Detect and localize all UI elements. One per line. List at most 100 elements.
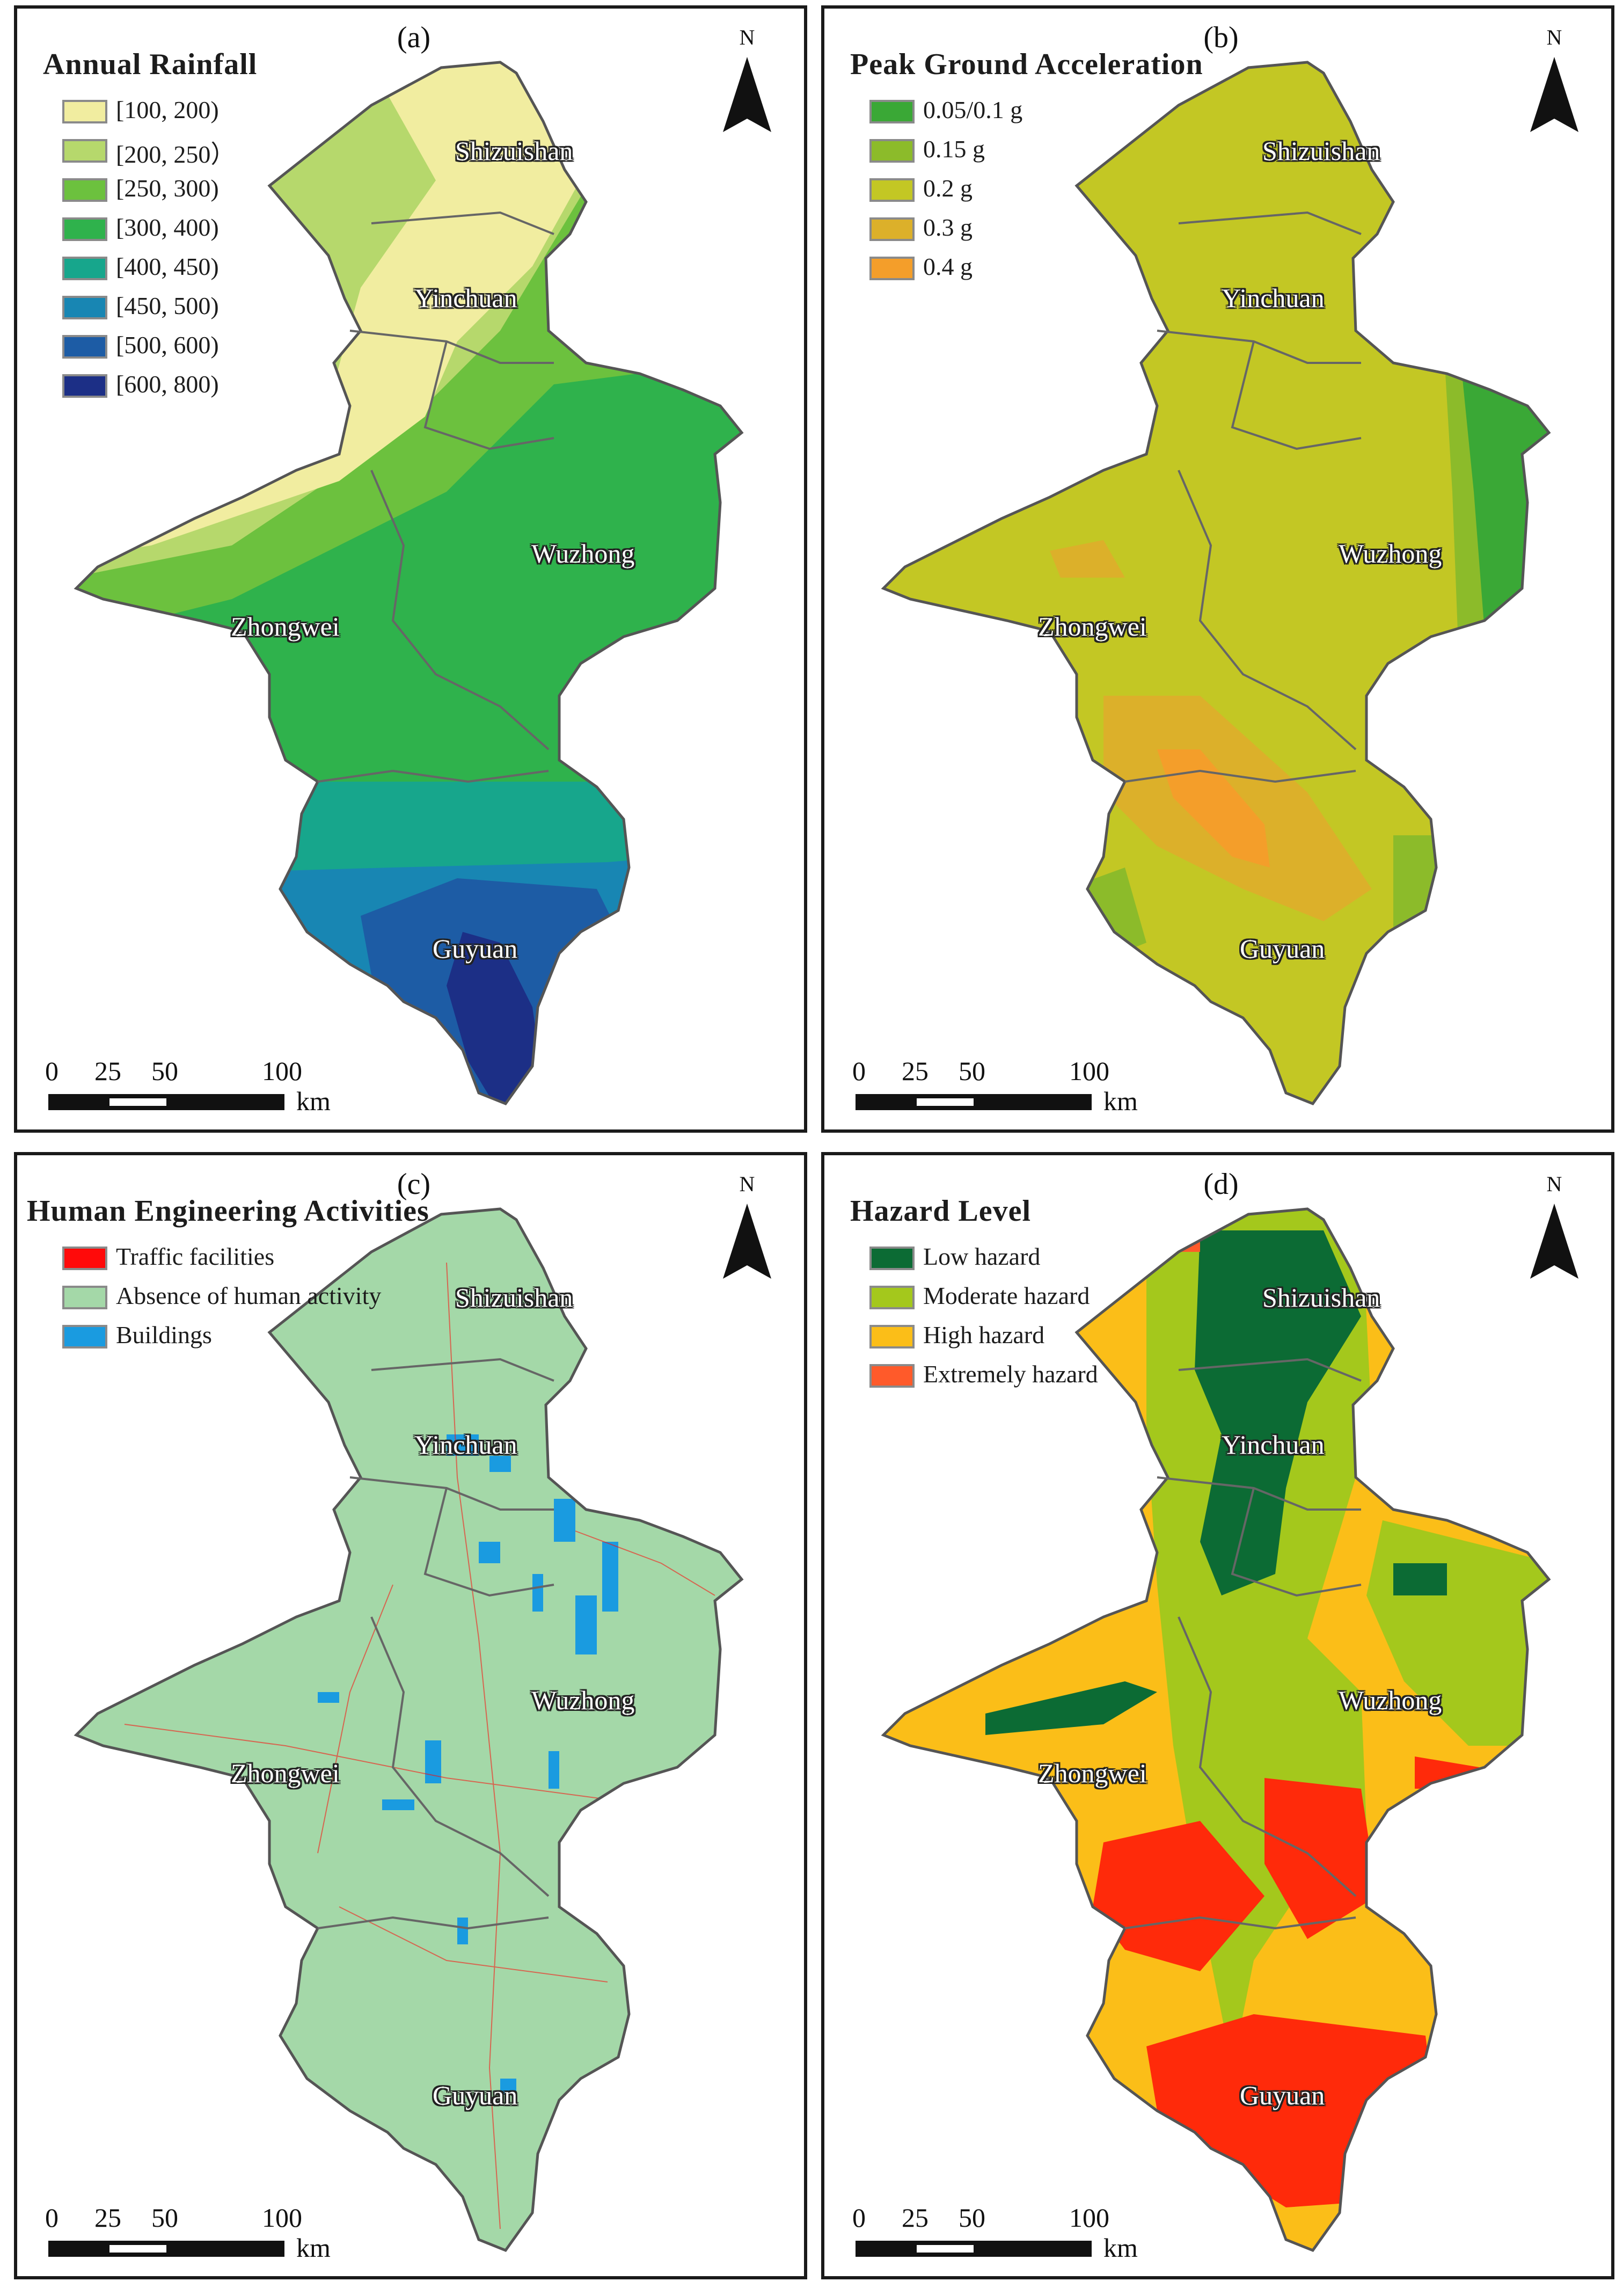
panel-label: (b) — [1203, 21, 1239, 54]
legend-label: Moderate hazard — [923, 1282, 1090, 1309]
rainfall-zone-100-200 — [76, 62, 608, 567]
pga-zone-0.4g — [1157, 749, 1270, 868]
map-panel-b: (b) Peak Ground Acceleration 0.05/0.1 g … — [821, 5, 1614, 1133]
legend-label: [500, 600) — [116, 331, 219, 359]
legend-label: 0.2 g — [923, 174, 973, 202]
hazard-extreme-central — [1264, 1778, 1377, 1939]
city-label-wuzhong: Wuzhong — [1339, 1685, 1442, 1715]
rainfall-map — [17, 9, 804, 1129]
legend-title: Hazard Level — [850, 1194, 1032, 1228]
city-label-shizuishan: Shizuishan — [455, 136, 573, 166]
city-label-yinchuan: Yinchuan — [1222, 1430, 1325, 1460]
north-label: N — [1546, 25, 1562, 49]
city-label-guyuan: Guyuan — [433, 934, 518, 964]
scale-tick: 50 — [151, 1056, 178, 1086]
hazard-low-west — [985, 1681, 1157, 1735]
city-label-wuzhong: Wuzhong — [1339, 538, 1442, 568]
north-arrow: N — [715, 25, 779, 143]
scale-bar: 0 25 50 100 km — [852, 2202, 1156, 2266]
legend-swatch — [869, 100, 915, 123]
legend-swatch — [62, 1286, 107, 1309]
scale-tick: 25 — [94, 1056, 121, 1086]
scale-unit: km — [1103, 1086, 1138, 1116]
legend-swatch — [62, 257, 107, 280]
panel-label: (a) — [397, 21, 431, 54]
legend-label: [300, 400) — [116, 214, 219, 241]
scale-bar: 0 25 50 100 km — [45, 2202, 349, 2266]
legend-label: [100, 200) — [116, 96, 219, 123]
scale-tick: 0 — [45, 1056, 59, 1086]
north-label: N — [1546, 1172, 1562, 1196]
scale-bar-segment — [917, 2245, 974, 2253]
scale-tick: 0 — [852, 2203, 866, 2233]
map-panel-a: (a) Annual Rainfall [100, 200) [200, 250… — [14, 5, 807, 1133]
traffic-lines — [124, 1262, 715, 2229]
legend-label: [400, 450) — [116, 253, 219, 280]
city-label-zhongwei: Zhongwei — [1038, 1758, 1147, 1788]
city-label-zhongwei: Zhongwei — [231, 1758, 340, 1788]
scale-tick: 50 — [959, 1056, 985, 1086]
legend-swatch — [869, 1325, 915, 1349]
legend-label: 0.4 g — [923, 253, 973, 280]
panel-label: (c) — [397, 1168, 431, 1201]
scale-tick: 100 — [262, 1056, 302, 1086]
hazard-low-north — [1195, 1230, 1361, 1595]
hazard-extreme-west — [1093, 1821, 1264, 1971]
north-label: N — [739, 25, 755, 49]
hazard-low-east — [1393, 1563, 1447, 1595]
legend-label: Absence of human activity — [116, 1282, 382, 1309]
scale-bar: 0 25 50 100 km — [45, 1055, 349, 1120]
legend-title: Human Engineering Activities — [27, 1194, 429, 1228]
legend-label: [250, 300) — [116, 174, 219, 202]
north-label: N — [739, 1172, 755, 1196]
scale-bar-graphic — [48, 1094, 284, 1110]
legend-title: Annual Rainfall — [43, 48, 258, 81]
legend-swatch — [869, 1247, 915, 1270]
pga-zone-0.3g-west — [1050, 540, 1125, 578]
pga-map — [824, 9, 1611, 1129]
scale-tick: 25 — [94, 2203, 121, 2233]
scale-tick: 100 — [262, 2203, 302, 2233]
scale-tick: 25 — [902, 1056, 929, 1086]
city-label-shizuishan: Shizuishan — [1262, 136, 1380, 166]
legend-swatch — [62, 217, 107, 241]
legend-label: [200, 250） — [116, 141, 236, 168]
scale-bar-segment — [917, 1098, 974, 1106]
legend-swatch — [869, 139, 915, 163]
north-arrow-icon — [723, 1204, 771, 1279]
legend-label: Low hazard — [923, 1243, 1041, 1270]
scale-tick: 100 — [1069, 2203, 1109, 2233]
rainfall-zone-600-800 — [447, 932, 543, 1104]
city-label-guyuan: Guyuan — [1240, 934, 1325, 964]
city-label-shizuishan: Shizuishan — [455, 1282, 573, 1313]
scale-tick: 0 — [852, 1056, 866, 1086]
legend-swatch — [869, 257, 915, 280]
scale-bar-segment — [109, 1098, 166, 1106]
human-activity-map — [17, 1155, 804, 2276]
north-arrow: N — [1522, 25, 1587, 143]
legend-swatch — [869, 1286, 915, 1309]
scale-bar: 0 25 50 100 km — [852, 1055, 1156, 1120]
scale-bar-graphic — [856, 2241, 1092, 2257]
city-label-wuzhong: Wuzhong — [531, 1685, 635, 1715]
legend-swatch — [869, 1364, 915, 1388]
legend-title: Peak Ground Acceleration — [850, 48, 1203, 81]
legend-label: [450, 500) — [116, 292, 219, 319]
legend-swatch — [62, 374, 107, 398]
city-label-zhongwei: Zhongwei — [231, 611, 340, 642]
legend-label: Extremely hazard — [923, 1360, 1098, 1388]
legend-swatch — [869, 178, 915, 202]
hazard-map — [824, 1155, 1611, 2276]
scale-bar-graphic — [856, 1094, 1092, 1110]
scale-unit: km — [296, 2233, 331, 2263]
city-label-yinchuan: Yinchuan — [414, 1430, 517, 1460]
north-arrow-icon — [1530, 1204, 1578, 1279]
pga-zone-0.15g-south — [1393, 835, 1447, 975]
building-patches — [318, 1434, 618, 2095]
scale-tick: 0 — [45, 2203, 59, 2233]
scale-unit: km — [1103, 2233, 1138, 2263]
scale-tick: 50 — [959, 2203, 985, 2233]
legend-label: 0.15 g — [923, 135, 985, 163]
map-panel-c: (c) Human Engineering Activities Traffic… — [14, 1152, 807, 2279]
legend-swatch — [62, 100, 107, 123]
